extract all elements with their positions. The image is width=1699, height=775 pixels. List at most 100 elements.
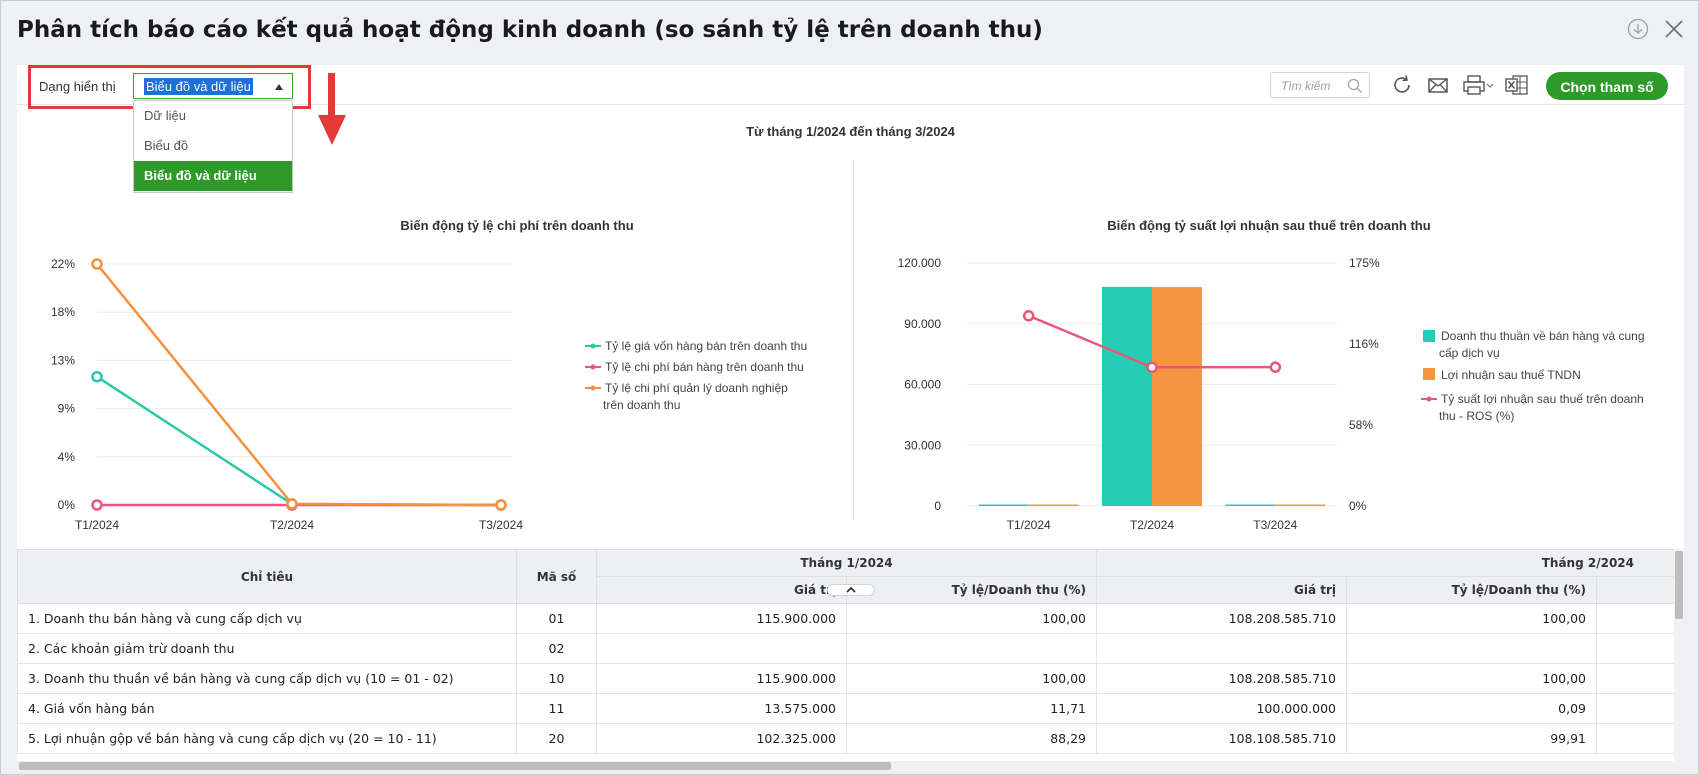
row-code: 11 xyxy=(516,693,597,724)
row-m1-value xyxy=(596,633,847,664)
chart-1-legend-marker xyxy=(590,364,596,370)
chart-1-title: Biến động tỷ lệ chi phí trên doanh thu xyxy=(400,218,633,233)
display-mode-label: Dạng hiển thị xyxy=(39,79,116,94)
charts-canvas: Biến động tỷ lệ chi phí trên doanh thu 22… xyxy=(51,218,1645,532)
row-m2-value xyxy=(1096,633,1347,664)
horizontal-scrollbar[interactable] xyxy=(17,761,1674,771)
chart-1-y-tick: 0% xyxy=(58,498,76,512)
chart-2-x-tick: T3/2024 xyxy=(1253,518,1297,532)
header-month-1: Tháng 1/2024 xyxy=(596,549,1097,577)
vertical-scroll-thumb[interactable] xyxy=(1675,551,1683,619)
chart-2-point xyxy=(1146,361,1158,374)
excel-icon[interactable] xyxy=(1504,72,1532,98)
row-m2-ratio: 100,00 xyxy=(1346,603,1597,634)
window-title: Phân tích báo cáo kết quả hoạt động kinh… xyxy=(17,17,1043,43)
row-indicator: 5. Lợi nhuận gộp về bán hàng và cung cấp… xyxy=(17,723,517,754)
chart-2-y2-tick: 0% xyxy=(1349,499,1367,513)
row-m1-ratio: 100,00 xyxy=(846,663,1097,694)
row-extra xyxy=(1596,633,1675,664)
chart-1-legend-label: Tỷ lệ chi phí quản lý doanh nghiệp trên d… xyxy=(603,381,788,412)
print-icon[interactable] xyxy=(1461,72,1495,98)
chart-2-y-tick: 30.000 xyxy=(904,438,941,452)
chart-1-legend-label: Tỷ lệ chi phí bán hàng trên doanh thu xyxy=(605,360,804,374)
table-row[interactable]: 3. Doanh thu thuần về bán hàng và cung c… xyxy=(17,663,1675,694)
table-row[interactable]: 5. Lợi nhuận gộp về bán hàng và cung cấp… xyxy=(17,723,1675,754)
row-extra xyxy=(1596,723,1675,754)
chart-2-legend-label: Doanh thu thuần về bán hàng và cung cấp d… xyxy=(1439,329,1645,360)
chart-2-y-tick: 120.000 xyxy=(898,256,942,270)
toolbar: Dạng hiển thị Biểu đồ và dữ liệu Tìm kiế… xyxy=(17,65,1684,109)
chart-1-series-line xyxy=(96,375,502,507)
chart-1-point xyxy=(286,498,298,510)
display-mode-dropdown: Dữ liệu Biểu đồ Biểu đồ và dữ liệu xyxy=(133,100,293,193)
report-table-container: Chỉ tiêu Mã số Tháng 1/2024 Tháng 2/2024… xyxy=(17,549,1684,771)
chart-1-x-tick: T3/2024 xyxy=(479,518,523,532)
dropdown-option-chart-and-data[interactable]: Biểu đồ và dữ liệu xyxy=(134,161,292,191)
download-icon[interactable] xyxy=(1626,17,1650,41)
chart-1-x-tick: T2/2024 xyxy=(270,518,314,532)
row-code: 10 xyxy=(516,663,597,694)
row-m2-ratio xyxy=(1346,633,1597,664)
chevron-up-icon xyxy=(846,586,856,593)
choose-params-button[interactable]: Chọn tham số xyxy=(1546,72,1668,100)
row-m1-value: 102.325.000 xyxy=(596,723,847,754)
dropdown-option-data[interactable]: Dữ liệu xyxy=(144,108,186,123)
search-icon xyxy=(1347,78,1362,93)
chart-2-point xyxy=(1269,361,1282,373)
caret-up-icon xyxy=(275,84,283,90)
row-code: 01 xyxy=(516,603,597,634)
search-input[interactable]: Tìm kiếm xyxy=(1270,72,1370,98)
close-icon[interactable] xyxy=(1662,17,1686,41)
chart-2-title: Biến động tỷ suất lợi nhuận sau thuế trê… xyxy=(1107,218,1430,233)
table-row[interactable]: 1. Doanh thu bán hàng và cung cấp dịch v… xyxy=(17,603,1675,634)
row-m1-value: 115.900.000 xyxy=(596,663,847,694)
chart-1-y-tick: 13% xyxy=(51,353,75,367)
display-mode-selected-value: Biểu đồ và dữ liệu xyxy=(144,78,253,95)
vertical-scrollbar[interactable] xyxy=(1674,549,1684,771)
chart-2-y-tick: 0 xyxy=(934,499,941,513)
chart-2-bar xyxy=(1152,287,1202,506)
row-m1-ratio: 88,29 xyxy=(846,723,1097,754)
table-row[interactable]: 4. Giá vốn hàng bán 11 13.575.000 11,71 100.… xyxy=(17,693,1675,724)
header-m1-value: Giá trị xyxy=(596,576,847,604)
chart-2-y2-tick: 116% xyxy=(1349,337,1379,351)
horizontal-scroll-thumb[interactable] xyxy=(19,762,891,770)
chart-1-y-tick: 22% xyxy=(51,257,75,271)
chart-1-point xyxy=(91,370,103,383)
chart-2-y-tick: 60.000 xyxy=(904,378,941,392)
header-indicator: Chỉ tiêu xyxy=(17,549,517,604)
row-extra xyxy=(1596,693,1675,724)
chart-2-y-tick: 90.000 xyxy=(904,317,941,331)
header-m1-ratio: Tỷ lệ/Doanh thu (%) xyxy=(846,576,1097,604)
chart-2-legend-swatch xyxy=(1423,368,1435,380)
chart-2-legend-label: Lợi nhuận sau thuế TNDN xyxy=(1441,368,1581,382)
row-code: 02 xyxy=(516,633,597,664)
row-m1-value: 13.575.000 xyxy=(596,693,847,724)
email-icon[interactable] xyxy=(1425,72,1453,98)
row-m2-ratio: 99,91 xyxy=(1346,723,1597,754)
chart-1-y-tick: 9% xyxy=(58,402,76,416)
chart-2-legend-label: Tỷ suất lợi nhuận sau thuế trên doanh thu… xyxy=(1439,392,1644,423)
display-mode-select[interactable]: Biểu đồ và dữ liệu xyxy=(133,73,293,99)
chart-1-point xyxy=(91,258,103,270)
row-m1-value: 115.900.000 xyxy=(596,603,847,634)
collapse-charts-button[interactable] xyxy=(827,584,875,596)
row-extra xyxy=(1596,663,1675,694)
row-m1-ratio: 100,00 xyxy=(846,603,1097,634)
row-m2-value: 108.208.585.710 xyxy=(1096,603,1347,634)
annotation-arrow-icon xyxy=(318,73,346,145)
row-m2-value: 108.208.585.710 xyxy=(1096,663,1347,694)
chart-1-legend-label: Tỷ lệ giá vốn hàng bán trên doanh thu xyxy=(605,339,807,353)
row-m2-ratio: 100,00 xyxy=(1346,663,1597,694)
chart-2-x-tick: T1/2024 xyxy=(1007,518,1051,532)
dropdown-option-chart[interactable]: Biểu đồ xyxy=(144,138,189,153)
charts-area: Từ tháng 1/2024 đến tháng 3/2024 Biến độ… xyxy=(17,105,1684,613)
chart-2-legend-marker xyxy=(1426,396,1432,402)
header-code: Mã số xyxy=(516,549,597,604)
row-m2-value: 100.000.000 xyxy=(1096,693,1347,724)
header-month-2: Tháng 2/2024 xyxy=(1096,549,1675,577)
row-indicator: 4. Giá vốn hàng bán xyxy=(17,693,517,724)
refresh-icon[interactable] xyxy=(1389,72,1417,98)
table-row[interactable]: 2. Các khoản giảm trừ doanh thu 02 xyxy=(17,633,1675,664)
